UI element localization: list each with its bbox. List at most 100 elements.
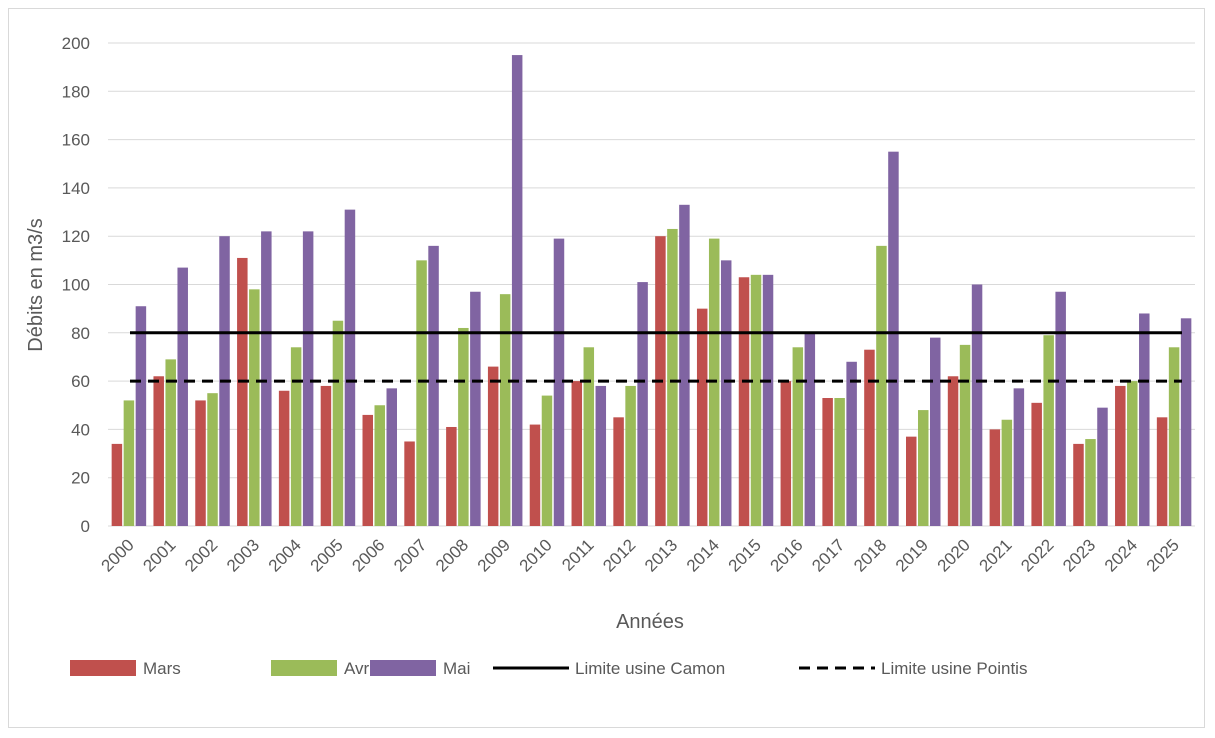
bar-mai (553, 238, 565, 527)
y-tick-label: 20 (71, 469, 90, 488)
bar-mai (846, 361, 857, 526)
bar-mars (780, 381, 792, 526)
bar-mai (762, 274, 774, 526)
bar-mars (864, 349, 875, 526)
x-tick-label: 2021 (976, 535, 1016, 575)
bar-mai (386, 388, 397, 526)
x-tick-label: 2018 (850, 535, 890, 575)
legend-swatch-mars (70, 660, 136, 676)
x-tick-label: 2001 (139, 535, 179, 575)
bar-mars (1156, 417, 1168, 526)
bar-avril (1085, 439, 1096, 526)
bar-mai (679, 204, 690, 526)
y-tick-label: 140 (62, 179, 90, 198)
x-tick-label: 2003 (223, 535, 263, 575)
bar-mai (302, 231, 314, 526)
bar-mars (696, 308, 708, 526)
legend-label: Limite usine Pointis (881, 659, 1027, 678)
bar-avril (834, 398, 845, 526)
bar-mai (428, 245, 439, 527)
y-tick-label: 0 (81, 517, 90, 536)
bar-avril (1127, 381, 1138, 526)
bar-mars (195, 400, 206, 526)
legend-label: Mars (143, 659, 181, 678)
x-tick-label: 2022 (1017, 535, 1057, 575)
x-axis-title: Années (616, 611, 684, 633)
bar-avril (876, 245, 887, 527)
bar-mars (153, 376, 164, 526)
legend-label: Mai (443, 659, 470, 678)
bar-mars (237, 257, 248, 526)
legend-swatch-mai (370, 660, 436, 676)
reference-lines (130, 331, 1182, 383)
bar-mai (1097, 407, 1108, 526)
y-tick-label: 100 (62, 276, 90, 295)
bar-mars (1073, 443, 1084, 526)
bar-avril (249, 289, 260, 526)
bar-avril (290, 347, 302, 526)
x-tick-label: 2009 (474, 535, 514, 575)
bar-avril (583, 347, 595, 526)
bars (111, 55, 1192, 527)
legend-swatch-avril (271, 660, 337, 676)
bar-mai (261, 231, 272, 526)
x-tick-label: 2017 (808, 535, 848, 575)
bar-avril (625, 385, 636, 526)
x-tick-label: 2000 (98, 535, 138, 575)
bar-avril (959, 344, 971, 526)
bar-mai (511, 55, 523, 526)
legend-label: Limite usine Camon (575, 659, 725, 678)
bar-mai (177, 267, 188, 526)
bar-avril (1001, 419, 1013, 526)
bar-avril (1043, 335, 1054, 526)
bar-mai (135, 306, 147, 526)
bar-mai (804, 332, 816, 526)
x-axis-ticks: 2000 2001 2002 2003 2004 2005 2006 2007 2008 2009… (98, 535, 1183, 575)
bar-avril (750, 274, 762, 526)
bar-avril (123, 400, 135, 526)
y-axis-title: Débits en m3/s (25, 218, 47, 351)
bar-mai (971, 284, 983, 526)
bar-mars (989, 429, 1001, 526)
x-tick-label: 2007 (390, 535, 430, 575)
bar-avril (207, 393, 218, 526)
bar-mai (1055, 291, 1066, 526)
bar-mars (738, 277, 750, 526)
legend-label: Avril (344, 659, 377, 678)
x-tick-label: 2004 (265, 535, 305, 575)
x-tick-label: 2012 (599, 535, 639, 575)
y-tick-label: 80 (71, 324, 90, 343)
y-tick-label: 180 (62, 82, 90, 101)
x-tick-label: 2019 (892, 535, 932, 575)
bar-mars (906, 436, 917, 526)
bar-mai (344, 209, 356, 526)
bar-avril (374, 405, 385, 526)
x-tick-label: 2013 (641, 535, 681, 575)
x-tick-label: 2015 (725, 535, 765, 575)
x-tick-label: 2016 (766, 535, 806, 575)
bar-mars (320, 385, 332, 526)
bar-avril (918, 410, 929, 526)
bar-mai (1180, 318, 1192, 526)
bar-mai (720, 260, 732, 526)
bar-avril (541, 395, 553, 526)
x-tick-label: 2025 (1143, 535, 1183, 575)
x-tick-label: 2020 (934, 535, 974, 575)
bar-mars (613, 417, 624, 526)
bar-mars (529, 424, 541, 526)
bar-avril (165, 359, 176, 526)
x-tick-label: 2006 (348, 535, 388, 575)
bar-avril (416, 260, 427, 526)
bar-mars (1115, 385, 1126, 526)
x-tick-label: 2011 (558, 535, 597, 574)
y-tick-label: 120 (62, 227, 90, 246)
x-tick-label: 2024 (1101, 535, 1141, 575)
bar-avril (458, 327, 469, 526)
bar-avril (792, 347, 804, 526)
bar-mars (111, 443, 123, 526)
bar-avril (1168, 347, 1180, 526)
bar-mai (595, 385, 607, 526)
bar-mai (1139, 313, 1150, 526)
bar-mai (888, 151, 899, 527)
